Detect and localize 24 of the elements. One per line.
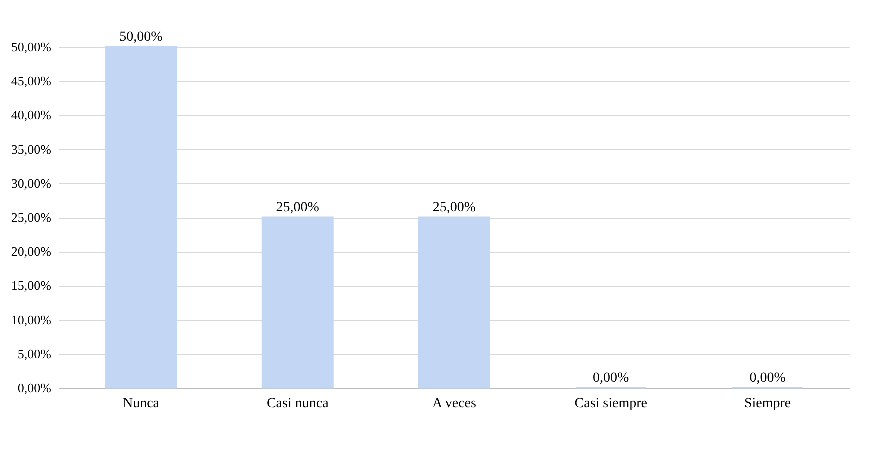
y-tick-label: 5,00% xyxy=(18,346,52,362)
data-label: 50,00% xyxy=(120,30,164,45)
x-tick-label: A veces xyxy=(432,396,476,412)
data-label: 0,00% xyxy=(750,371,786,386)
y-tick-label: 15,00% xyxy=(11,278,52,294)
y-tick-label: 0,00% xyxy=(18,380,52,396)
y-tick-label: 20,00% xyxy=(11,244,52,260)
y-tick-label: 35,00% xyxy=(11,142,52,157)
data-label: 0,00% xyxy=(593,371,630,386)
y-tick-label: 45,00% xyxy=(11,74,52,89)
x-tick-label: Siempre xyxy=(744,396,792,412)
x-tick-label: Casi nunca xyxy=(266,396,330,412)
x-tick-label: Nunca xyxy=(122,396,160,412)
bar xyxy=(418,216,490,389)
data-label: 25,00% xyxy=(276,200,320,216)
y-tick-label: 30,00% xyxy=(11,176,52,191)
y-tick-label: 40,00% xyxy=(11,108,52,123)
y-tick-label: 25,00% xyxy=(11,210,52,225)
bar xyxy=(262,216,334,389)
x-tick-label: Casi siempre xyxy=(574,396,648,412)
y-tick-label: 10,00% xyxy=(11,312,52,328)
data-label: 25,00% xyxy=(432,200,476,216)
y-tick-label: 50,00% xyxy=(11,40,52,54)
bar xyxy=(105,46,178,389)
